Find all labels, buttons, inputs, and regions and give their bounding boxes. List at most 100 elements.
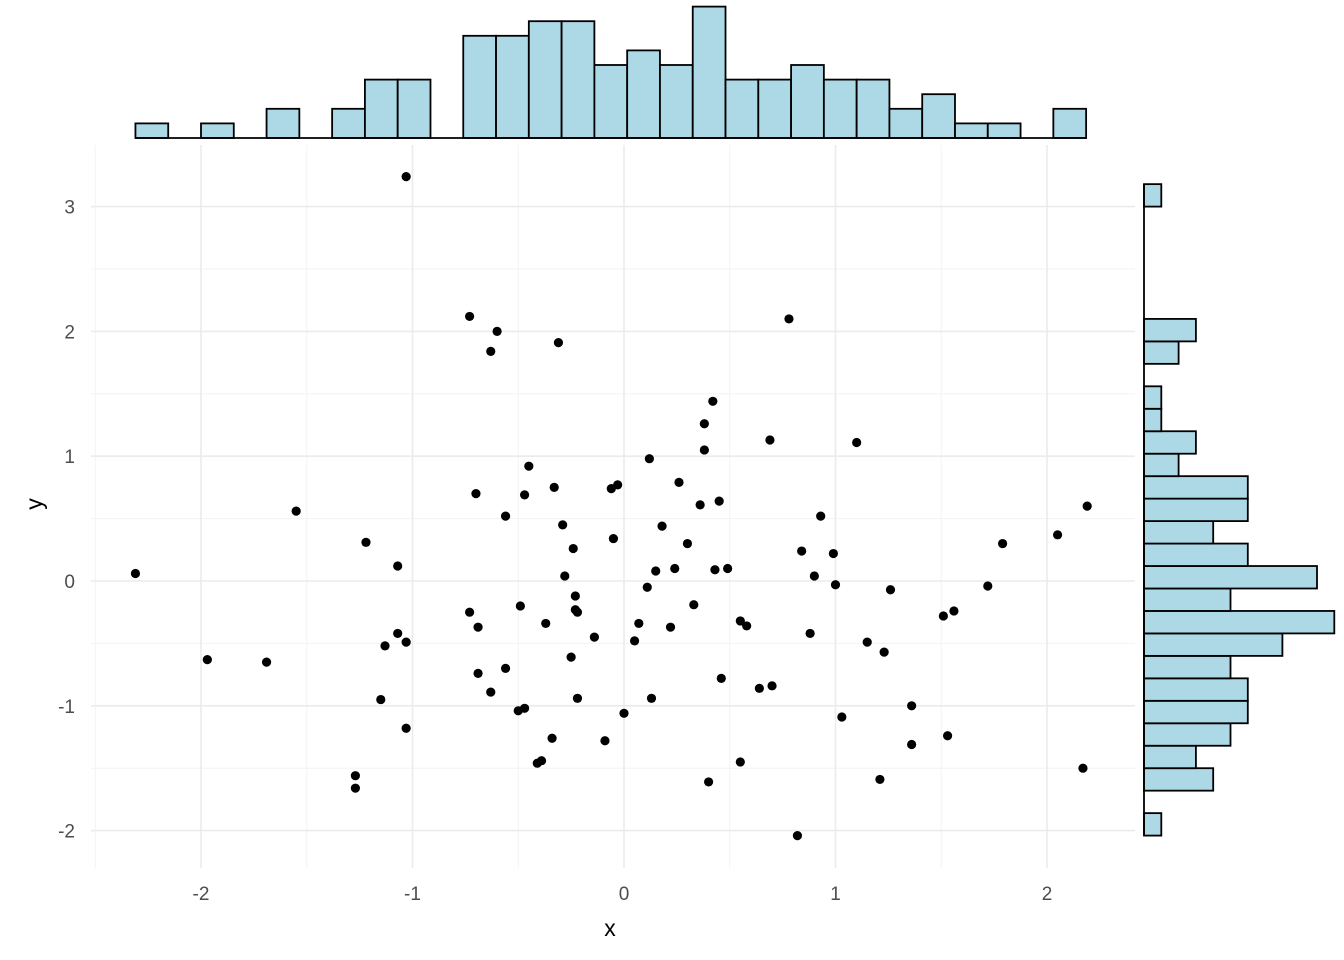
scatter-point xyxy=(723,563,733,574)
scatter-point xyxy=(674,477,684,488)
scatter-point xyxy=(682,538,693,549)
y-hist-bar xyxy=(1143,610,1336,635)
y-hist-bar xyxy=(1143,430,1197,455)
scatter-point xyxy=(716,673,726,683)
scatter-point xyxy=(130,568,141,579)
scatter-point xyxy=(767,681,777,691)
scatter-point xyxy=(907,701,917,711)
scatter-point xyxy=(629,636,640,646)
y-hist-bar xyxy=(1143,632,1284,657)
y-axis-tick-labels: -2 -1 0 1 2 3 xyxy=(58,198,75,843)
scatter-point xyxy=(644,454,654,464)
x-hist-bar xyxy=(626,49,661,139)
scatter-point xyxy=(809,571,819,581)
scatter-point xyxy=(1078,763,1088,773)
scatter-point xyxy=(689,600,699,610)
x-hist-bar xyxy=(855,78,891,139)
scatter-point xyxy=(665,622,676,632)
scatter-point xyxy=(393,628,403,639)
x-tick-label: 2 xyxy=(1042,884,1053,905)
scatter-point xyxy=(350,771,360,781)
scatter-point xyxy=(704,777,714,787)
scatter-point xyxy=(942,731,953,741)
x-hist-bar xyxy=(888,107,924,139)
scatter-point xyxy=(541,618,551,629)
scatter-point xyxy=(401,172,411,182)
scatter-point xyxy=(742,621,752,631)
y-tick-label: -1 xyxy=(58,697,75,718)
scatter-point xyxy=(393,561,403,571)
x-hist-bar xyxy=(921,93,956,139)
x-hist-bar xyxy=(495,34,530,139)
y-axis-title: y xyxy=(21,498,47,510)
scatter-point xyxy=(634,618,644,629)
scatter-point xyxy=(361,537,371,547)
scatter-point xyxy=(566,652,576,662)
scatter-point xyxy=(536,756,547,766)
y-tick-label: -2 xyxy=(58,822,75,843)
x-hist-bar xyxy=(691,5,727,139)
scatter-point xyxy=(1052,530,1063,540)
x-hist-bar xyxy=(954,122,989,139)
scatter-point xyxy=(471,489,481,499)
scatter-point xyxy=(401,723,411,733)
scatter-point xyxy=(875,774,885,785)
scatter-point xyxy=(380,641,390,651)
scatter-point xyxy=(560,571,570,581)
scatter-point xyxy=(465,607,475,617)
scatter-point xyxy=(695,500,705,510)
scatter-point xyxy=(735,757,745,767)
scatter-point xyxy=(547,733,557,743)
y-hist-bar xyxy=(1143,340,1180,365)
scatter-point xyxy=(828,548,838,559)
scatter-point xyxy=(568,543,578,554)
y-hist-bar xyxy=(1143,654,1232,680)
x-hist-bar xyxy=(462,34,497,139)
x-hist-bar xyxy=(790,64,825,139)
scatter-point xyxy=(949,606,959,616)
x-hist-bar xyxy=(396,78,432,139)
scatter-point xyxy=(261,657,272,667)
scatter-point xyxy=(572,607,583,617)
y-tick-label: 2 xyxy=(64,322,75,343)
x-hist-bar xyxy=(331,107,366,139)
y-tick-label: 1 xyxy=(64,447,75,468)
y-hist-bar xyxy=(1143,699,1249,725)
y-marginal-histogram xyxy=(1143,183,1336,837)
scatter-point xyxy=(619,708,629,718)
scatter-point xyxy=(500,663,511,673)
x-hist-bar xyxy=(200,122,235,139)
x-hist-bar xyxy=(560,20,596,139)
y-hist-bar xyxy=(1143,385,1163,410)
scatter-point xyxy=(473,622,483,632)
scatter-point xyxy=(938,611,948,621)
y-hist-bar xyxy=(1143,497,1249,522)
scatter-point xyxy=(805,628,815,639)
scatter-point xyxy=(486,687,496,697)
scatter-point xyxy=(983,581,993,591)
scatter-point xyxy=(710,565,720,575)
scatter-point xyxy=(797,546,807,556)
major-gridlines xyxy=(91,145,1135,868)
y-hist-bar xyxy=(1143,587,1232,612)
scatter-point xyxy=(651,566,661,576)
x-hist-bar xyxy=(265,107,301,139)
scatter-point xyxy=(202,655,212,665)
minor-gridlines xyxy=(91,145,1135,868)
x-hist-bar xyxy=(593,64,629,139)
x-tick-label: -2 xyxy=(193,884,210,905)
x-tick-label: -1 xyxy=(404,884,421,905)
y-hist-bar xyxy=(1143,565,1318,590)
scatter-point xyxy=(515,601,525,611)
scatter-point xyxy=(350,783,360,793)
scatter-point xyxy=(376,694,386,705)
scatter-point xyxy=(589,632,599,642)
x-hist-bar xyxy=(757,78,792,139)
x-hist-bar xyxy=(527,20,563,139)
x-hist-bar xyxy=(364,78,399,139)
x-hist-bar xyxy=(1052,107,1088,139)
x-axis-title: x xyxy=(604,915,616,941)
scatter-point xyxy=(613,480,623,490)
scatter-point xyxy=(699,419,709,429)
scatter-point xyxy=(492,326,502,336)
